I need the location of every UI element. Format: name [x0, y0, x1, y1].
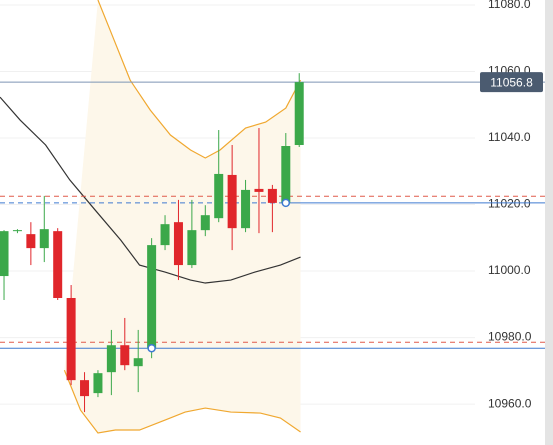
candle-body — [66, 297, 76, 381]
y-tick-label: 11020.0 — [488, 197, 531, 211]
candle-body — [267, 188, 277, 203]
candle-body — [281, 146, 291, 203]
candle-body — [80, 380, 90, 397]
band-fill — [64, 0, 301, 434]
candle-body — [294, 82, 304, 146]
candle-body — [173, 222, 183, 266]
order-marker — [281, 198, 291, 208]
scrollbar — [545, 0, 553, 445]
candle-body — [200, 215, 210, 231]
candle-body — [227, 174, 237, 229]
candle-body — [120, 345, 130, 366]
candle-body — [133, 358, 143, 367]
order-marker — [147, 343, 156, 353]
candle-body — [147, 245, 157, 349]
y-tick-label: 11040.0 — [488, 130, 531, 144]
candle-body — [254, 188, 264, 192]
candle-body — [0, 231, 9, 277]
price-label: 11056.8 — [490, 75, 533, 89]
candle-body — [241, 189, 251, 229]
candle-body — [160, 224, 170, 246]
price-label-box — [480, 72, 543, 93]
candle-body — [53, 231, 63, 298]
candle-body — [12, 230, 22, 232]
y-tick-label: 10960.0 — [488, 396, 532, 410]
candle-body — [214, 173, 224, 219]
y-tick-label: 10980.0 — [488, 330, 532, 344]
band-lower — [63, 369, 301, 434]
candle-body — [26, 234, 36, 249]
band-upper — [97, 0, 302, 159]
y-tick-label: 11000.0 — [488, 263, 531, 277]
candle-body — [39, 229, 49, 249]
candle-body — [106, 345, 116, 373]
candle-body — [93, 373, 103, 394]
y-tick-label: 11080.0 — [488, 0, 531, 11]
candle-body — [187, 230, 197, 266]
